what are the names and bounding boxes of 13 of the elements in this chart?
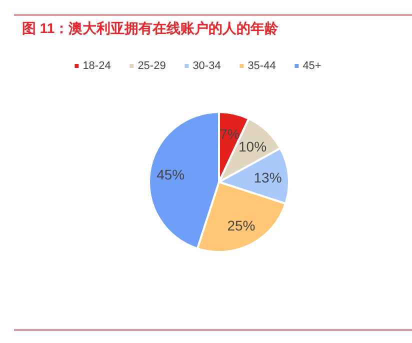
legend-label: 25-29: [138, 60, 166, 72]
pie-slice: [148, 111, 220, 250]
data-label: 25%: [227, 218, 256, 234]
legend-label: 35-44: [248, 60, 276, 72]
pie-slice: [196, 181, 287, 253]
chart-title: 图 11：澳大利亚拥有在线账户的人的年龄: [22, 20, 280, 36]
data-label: 13%: [254, 169, 282, 186]
data-label: 45%: [156, 166, 185, 182]
data-label: 10%: [238, 138, 267, 154]
legend-label: 30-34: [192, 60, 221, 72]
legend-label: 45+: [302, 60, 322, 72]
legend-label: 18-24: [82, 60, 111, 72]
data-label: 7%: [220, 126, 240, 142]
